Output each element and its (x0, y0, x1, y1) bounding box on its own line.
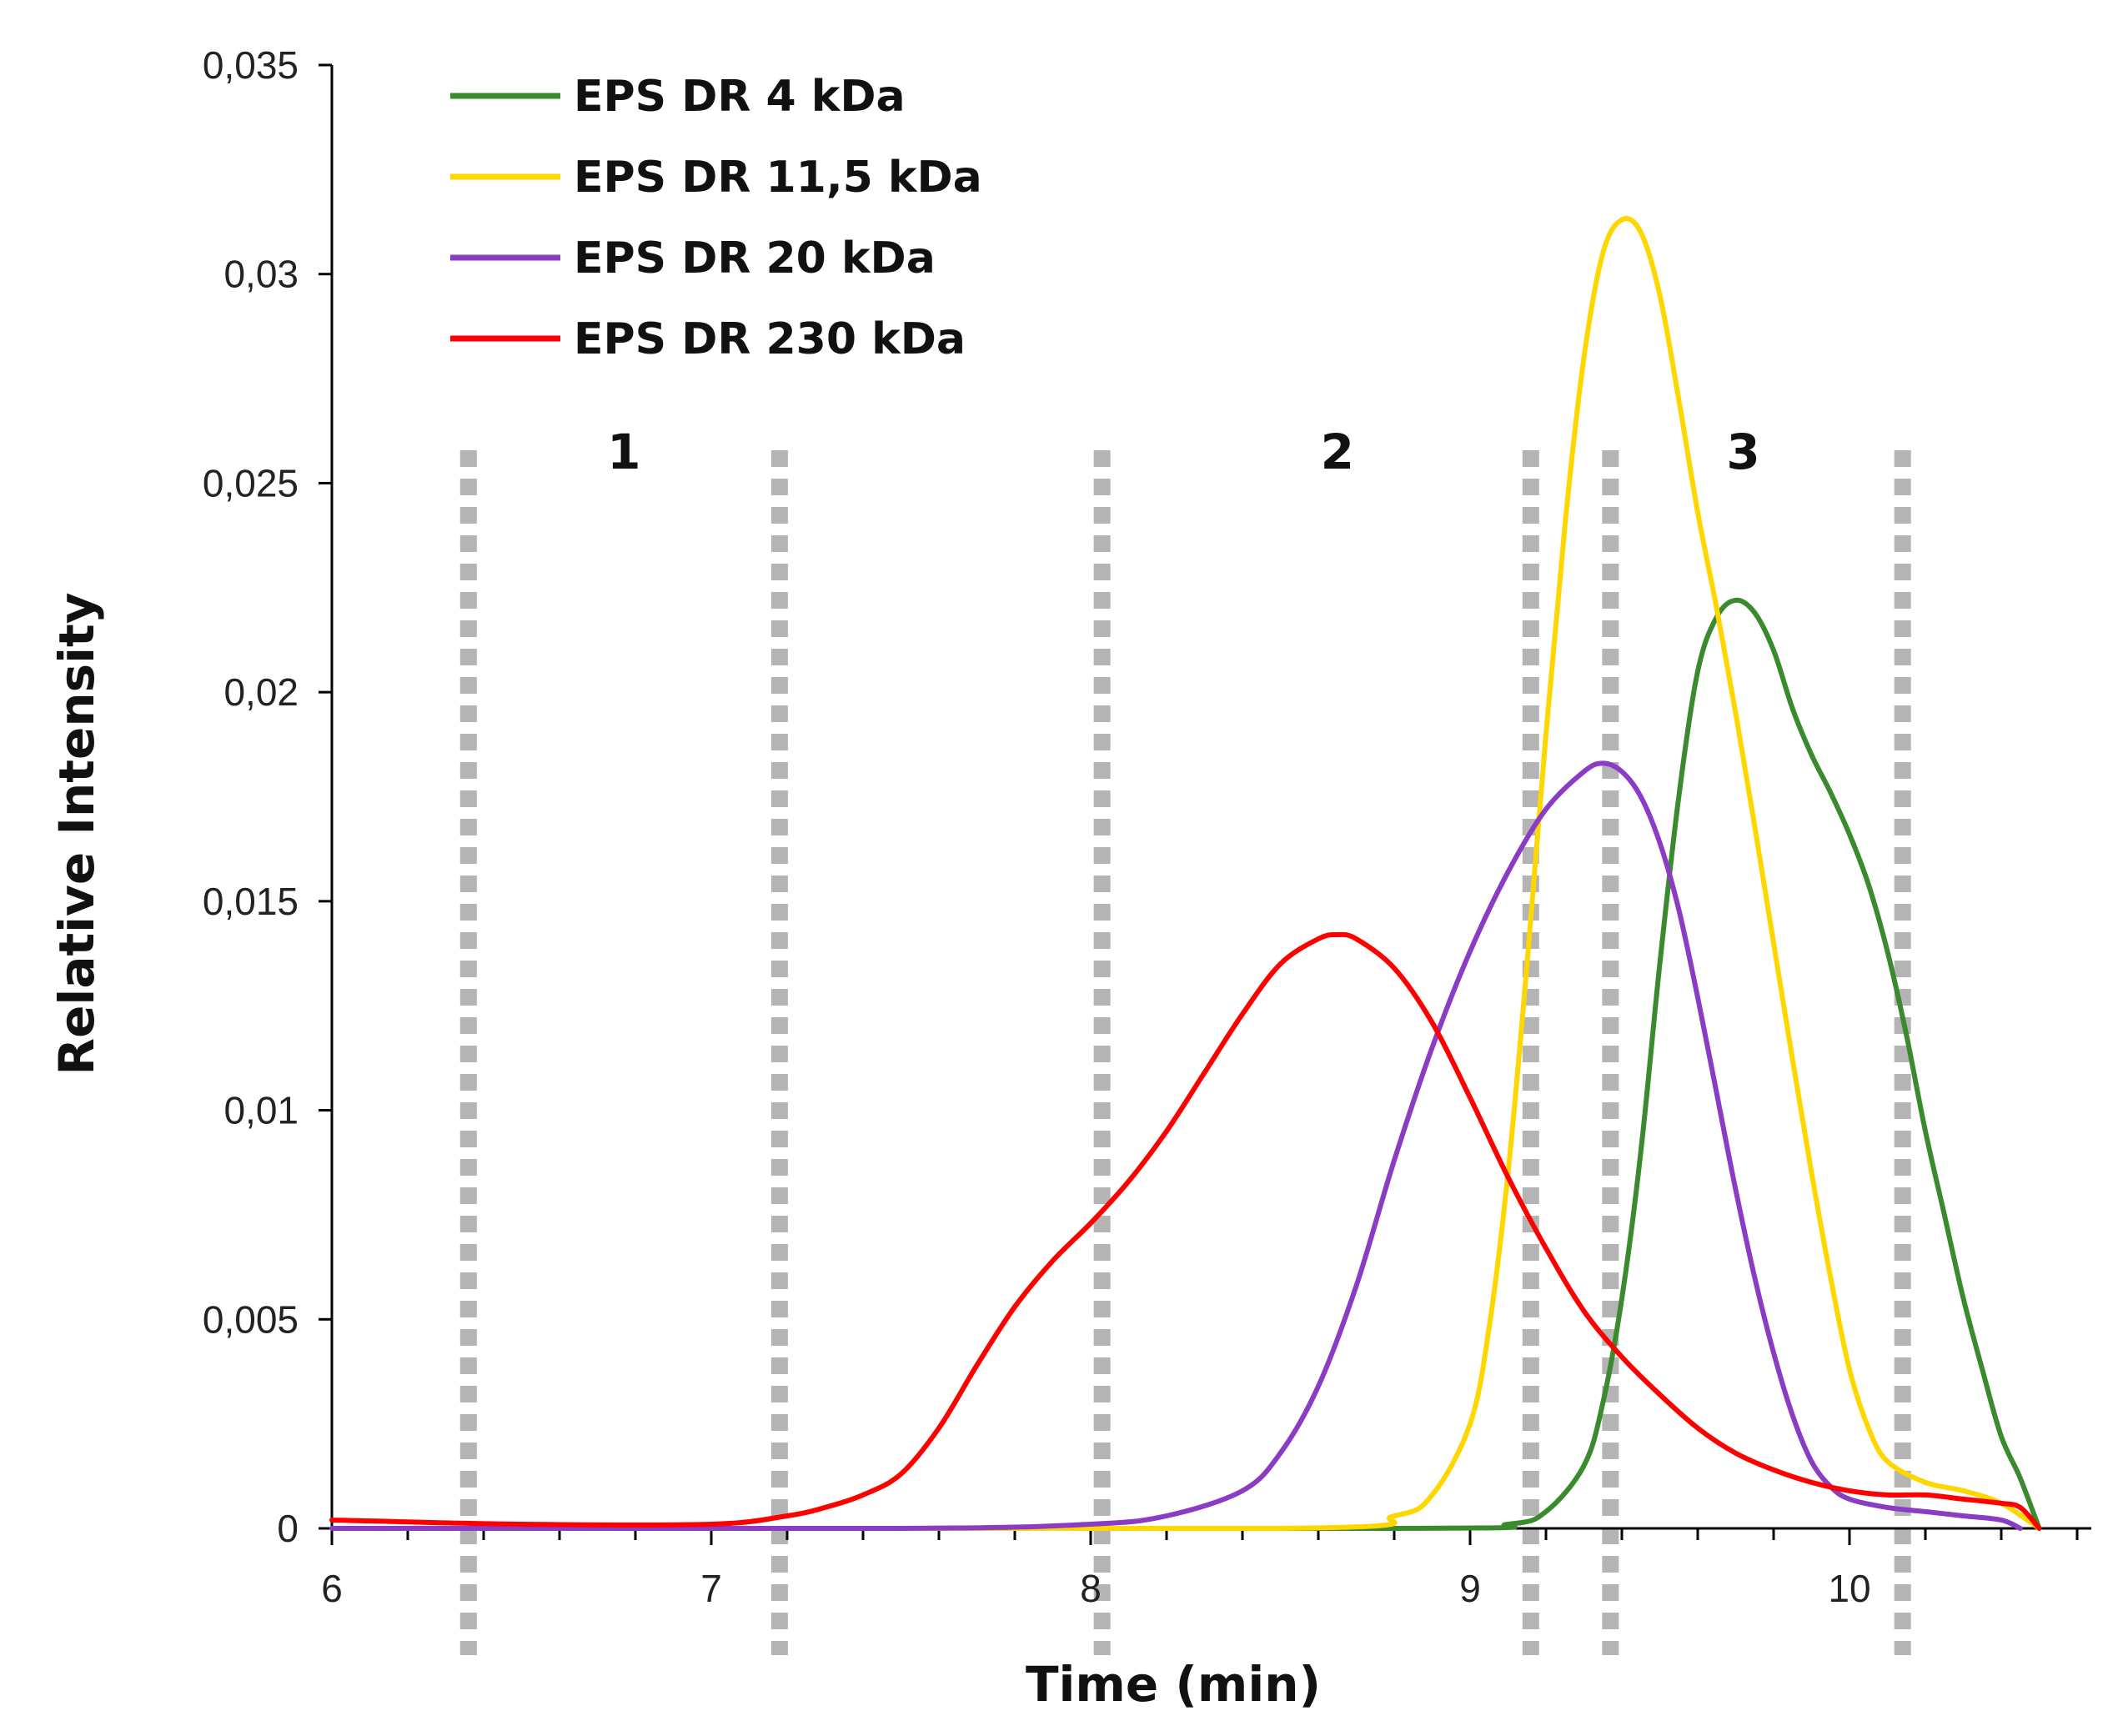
y-tick-label: 0,005 (203, 1297, 299, 1341)
series-line-eps-dr-4-kda (329, 597, 2042, 1532)
series-line-eps-dr-230-kda (329, 931, 2042, 1531)
region-labels: 1 2 3 (607, 424, 1760, 480)
axes: 0 0,005 0,01 0,015 0,02 0,025 0,03 0,035 6 7 8 9 10 (203, 43, 2091, 1610)
y-tick-label: 0,035 (203, 43, 299, 87)
region-boundaries (459, 450, 1911, 1655)
y-tick-label: 0,015 (203, 880, 299, 923)
legend: EPS DR 4 kDa EPS DR 11,5 kDa EPS DR 20 kDa… (450, 72, 982, 364)
legend-entry-label: EPS DR 230 kDa (574, 314, 966, 364)
legend-entry-label: EPS DR 4 kDa (574, 72, 906, 122)
y-tick-label: 0,01 (223, 1089, 299, 1132)
y-axis-title: Relative Intensity (48, 592, 105, 1075)
x-tick-label: 7 (700, 1567, 722, 1610)
legend-entry-label: EPS DR 11,5 kDa (574, 153, 982, 203)
series-lines (329, 216, 2042, 1532)
x-tick-label: 10 (1828, 1567, 1870, 1610)
region-label-3: 3 (1726, 424, 1759, 480)
x-tick-label: 9 (1459, 1567, 1481, 1610)
legend-entry-label: EPS DR 20 kDa (574, 233, 936, 283)
x-tick-label: 6 (321, 1567, 343, 1610)
series-line-eps-dr-20-kda (329, 760, 2023, 1532)
x-tick-label: 8 (1080, 1567, 1102, 1610)
region-label-1: 1 (607, 424, 640, 480)
y-tick-label: 0,025 (203, 461, 299, 504)
y-tick-label: 0,02 (223, 670, 299, 714)
region-label-2: 2 (1321, 424, 1354, 480)
series-line-eps-dr-11-5-kda (329, 216, 2042, 1532)
y-tick-label: 0 (277, 1507, 299, 1550)
y-tick-label: 0,03 (223, 253, 299, 296)
x-axis-title: Time (min) (1026, 1656, 1321, 1713)
